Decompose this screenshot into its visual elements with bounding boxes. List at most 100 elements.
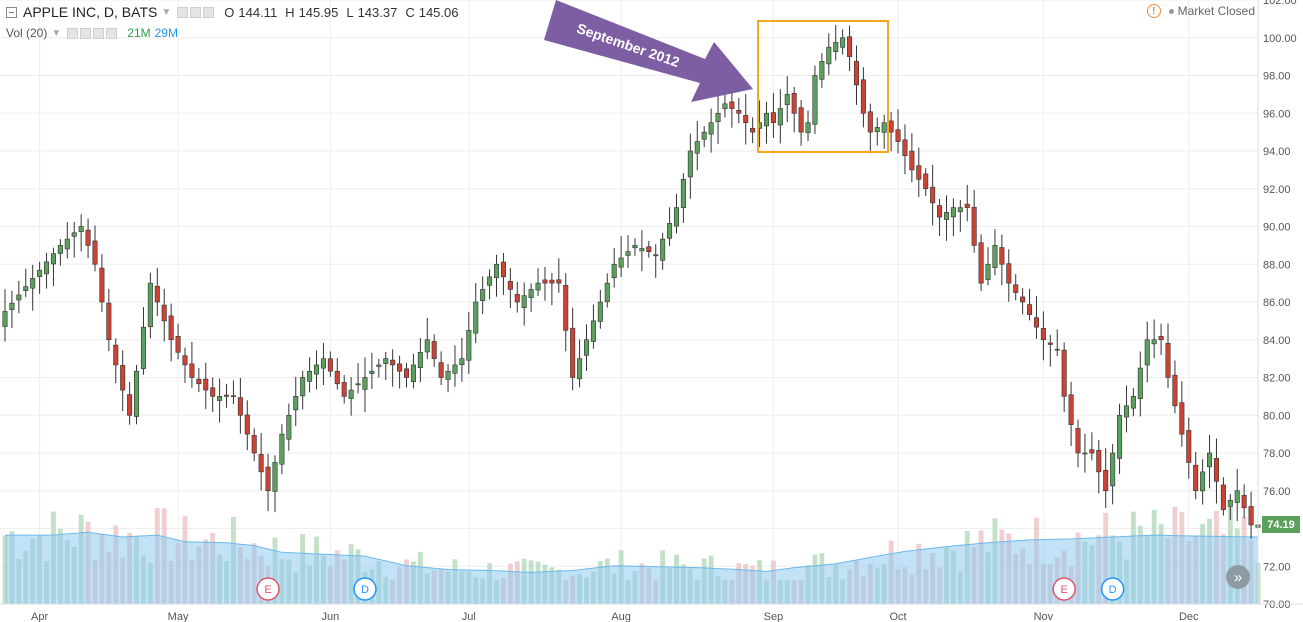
candle-body [632, 245, 638, 249]
candle-body [217, 396, 223, 401]
eye-icon[interactable] [177, 6, 189, 18]
candle-body [840, 37, 846, 48]
candle-body [279, 433, 285, 465]
candle-body [452, 364, 458, 374]
candle-body [383, 358, 389, 364]
candle-body [168, 315, 174, 341]
candle-body [590, 320, 596, 342]
candle-body [847, 36, 853, 57]
chevron-down-icon[interactable]: ▼ [161, 6, 172, 18]
candle-body [667, 223, 673, 239]
candle-body [230, 395, 236, 398]
y-tick-label: 82.00 [1263, 373, 1291, 385]
status-dot-icon [1168, 8, 1174, 14]
candle-body [341, 382, 347, 397]
volume-add-icon[interactable] [93, 27, 105, 39]
candle-body [853, 61, 860, 86]
candle-body [182, 355, 188, 366]
candle-body [535, 282, 541, 291]
candle-body [791, 92, 797, 114]
candle-body [1248, 506, 1254, 526]
settings-icon[interactable] [190, 6, 202, 18]
candle-body [763, 112, 770, 127]
open-label: O [224, 4, 235, 20]
candle-body [805, 122, 811, 134]
volume-settings-icon[interactable] [80, 27, 92, 39]
candle-body [930, 186, 936, 204]
warning-icon[interactable]: ! [1146, 4, 1161, 18]
candle-body [1123, 405, 1129, 418]
candle-body [1186, 430, 1192, 463]
candle-body [1068, 394, 1074, 425]
candle-body [867, 111, 873, 133]
candle-body [1234, 490, 1240, 503]
symbol-title: APPLE INC, D, BATS [23, 4, 158, 20]
candle-body [9, 302, 15, 311]
candle-body [528, 289, 534, 299]
candle-body [860, 79, 866, 114]
candle-body [964, 203, 970, 208]
candle-body [286, 414, 292, 440]
candle-body [493, 263, 500, 279]
scroll-to-latest-button[interactable]: » [1226, 565, 1250, 589]
close-icon[interactable] [203, 6, 215, 18]
candle-body [784, 94, 790, 106]
candle-body [985, 263, 991, 280]
candle-body [770, 112, 776, 123]
candle-body [812, 75, 818, 125]
candle-body [127, 394, 133, 416]
candle-body [999, 247, 1005, 265]
candle-body [826, 46, 832, 65]
candle-body [604, 282, 610, 303]
candle-body [1082, 452, 1088, 455]
candle-body [1130, 396, 1136, 409]
candle-body [1096, 450, 1102, 473]
candle-body [1179, 402, 1185, 435]
volume-close-icon[interactable] [106, 27, 118, 39]
candle-body [424, 339, 430, 353]
candle-body [992, 245, 998, 268]
candle-body [1061, 349, 1067, 397]
y-tick-label: 80.00 [1263, 410, 1291, 422]
event-marker[interactable] [1100, 577, 1125, 601]
candle-body [2, 311, 8, 327]
market-status: ! Market Closed [1146, 4, 1255, 18]
candle-body [1089, 449, 1095, 454]
candle-body [708, 122, 714, 135]
event-marker-label: E [264, 584, 271, 596]
event-marker[interactable] [1052, 577, 1076, 601]
candle-body [833, 42, 839, 52]
event-marker[interactable] [353, 577, 377, 601]
candle-body [701, 131, 707, 140]
candle-body [653, 254, 659, 257]
candle-body [403, 368, 410, 378]
volume-chevron-down-icon[interactable]: ▼ [51, 27, 62, 39]
event-marker[interactable] [256, 577, 280, 601]
candle-body [563, 285, 569, 331]
candle-body [1220, 484, 1226, 510]
candle-body [639, 248, 645, 252]
candle-body [902, 139, 908, 157]
candle-body [736, 110, 742, 114]
volume-ma-value: 29M [154, 26, 178, 40]
candle-body [258, 454, 264, 473]
volume-eye-icon[interactable] [67, 27, 79, 39]
candle-body [549, 279, 555, 284]
collapse-legend-icon[interactable] [6, 6, 17, 18]
candle-body [300, 377, 306, 397]
candle-body [64, 238, 70, 250]
candle-body [1006, 263, 1012, 284]
candle-body [307, 370, 313, 382]
candle-body [729, 101, 735, 109]
symbol-legend: APPLE INC, D, BATS ▼ O 144.11 H 145.95 L… [6, 4, 458, 20]
candle-body [480, 289, 486, 301]
candle-body [583, 339, 590, 356]
candle-body [570, 327, 576, 378]
candle-body [161, 304, 167, 322]
candle-body [320, 358, 326, 369]
candle-body [694, 141, 700, 154]
candle-body [390, 359, 396, 366]
candle-body [134, 370, 140, 417]
candle-body [1137, 367, 1143, 399]
